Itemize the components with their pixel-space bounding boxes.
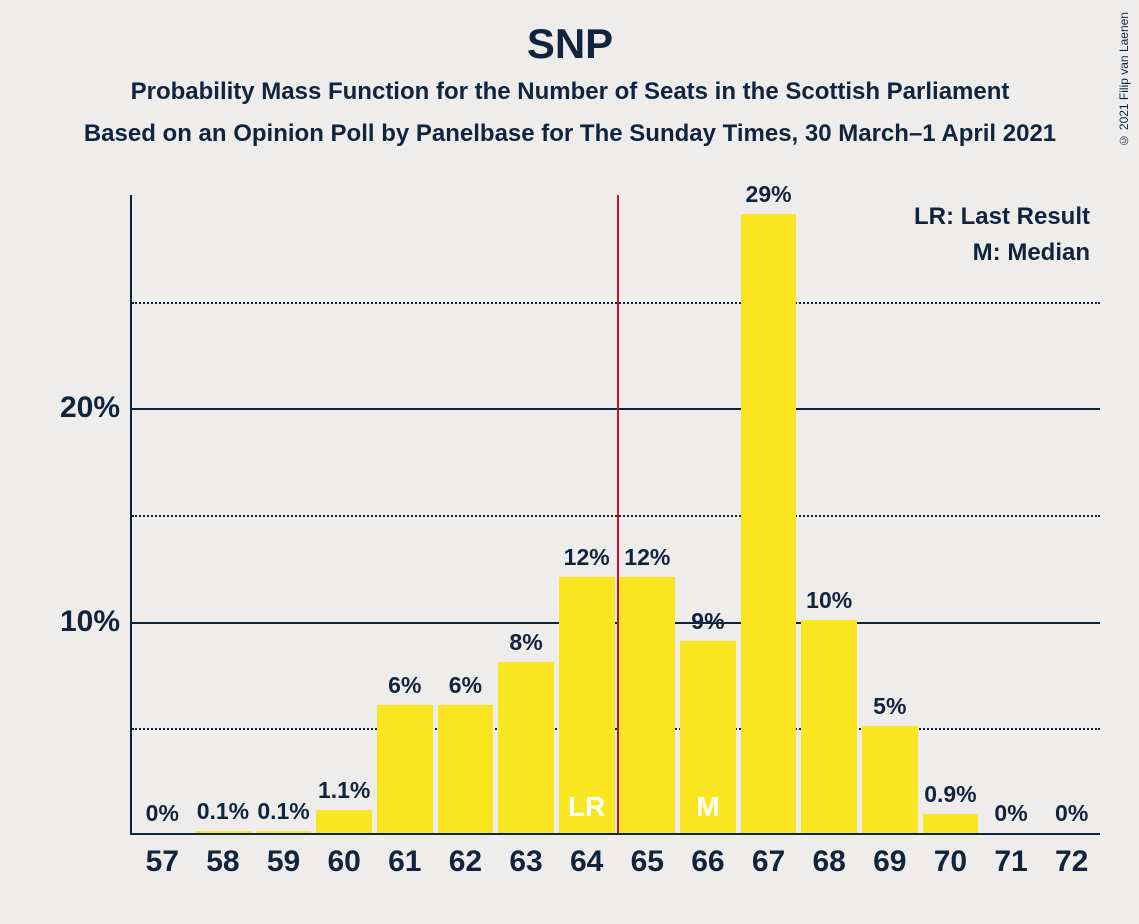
bar-value-label: 10% bbox=[806, 587, 852, 620]
bar: 6% bbox=[377, 705, 433, 833]
legend-lr: LR: Last Result bbox=[914, 203, 1090, 231]
bar-inner-label: M bbox=[696, 791, 719, 823]
bar-inner-label: LR bbox=[568, 791, 605, 823]
grid-line-major bbox=[132, 622, 1100, 624]
bar-value-label: 6% bbox=[388, 672, 421, 705]
bar: 10% bbox=[801, 620, 857, 833]
x-tick-label: 68 bbox=[813, 833, 846, 879]
bar-value-label: 29% bbox=[746, 181, 792, 214]
x-tick-label: 66 bbox=[691, 833, 724, 879]
chart-container: SNP Probability Mass Function for the Nu… bbox=[30, 20, 1110, 900]
y-tick-label: 20% bbox=[60, 391, 132, 425]
chart-subtitle-1: Probability Mass Function for the Number… bbox=[30, 78, 1110, 106]
bar: 5% bbox=[862, 726, 918, 833]
bar-value-label: 0% bbox=[1055, 800, 1088, 833]
x-tick-label: 62 bbox=[449, 833, 482, 879]
x-tick-label: 70 bbox=[934, 833, 967, 879]
legend-m: M: Median bbox=[973, 239, 1090, 267]
bar-value-label: 5% bbox=[873, 693, 906, 726]
copyright-text: © 2021 Filip van Laenen bbox=[1117, 12, 1131, 147]
bar-value-label: 8% bbox=[509, 629, 542, 662]
bar: 9%M bbox=[680, 641, 736, 833]
bar-value-label: 0.9% bbox=[924, 781, 976, 814]
bar: 6% bbox=[438, 705, 494, 833]
x-tick-label: 71 bbox=[994, 833, 1027, 879]
x-tick-label: 58 bbox=[206, 833, 239, 879]
x-tick-label: 60 bbox=[328, 833, 361, 879]
bar: 1.1% bbox=[316, 810, 372, 833]
grid-line-minor bbox=[132, 728, 1100, 730]
grid-line-major bbox=[132, 408, 1100, 410]
bar-value-label: 0.1% bbox=[257, 798, 309, 831]
bar: 29% bbox=[741, 214, 797, 833]
bar-value-label: 1.1% bbox=[318, 777, 370, 810]
bar-value-label: 9% bbox=[691, 608, 724, 641]
x-tick-label: 61 bbox=[388, 833, 421, 879]
x-tick-label: 59 bbox=[267, 833, 300, 879]
bar: 12%LR bbox=[559, 577, 615, 833]
x-tick-label: 69 bbox=[873, 833, 906, 879]
x-tick-label: 67 bbox=[752, 833, 785, 879]
bar-value-label: 0% bbox=[146, 800, 179, 833]
bar-value-label: 6% bbox=[449, 672, 482, 705]
bar-value-label: 0% bbox=[994, 800, 1027, 833]
bar: 8% bbox=[498, 662, 554, 833]
bar-value-label: 0.1% bbox=[197, 798, 249, 831]
bar: 0.9% bbox=[923, 814, 979, 833]
plot-area: 10%20%0%570.1%580.1%591.1%606%616%628%63… bbox=[130, 195, 1100, 835]
bar-value-label: 12% bbox=[564, 544, 610, 577]
chart-title: SNP bbox=[30, 20, 1110, 68]
grid-line-minor bbox=[132, 302, 1100, 304]
x-tick-label: 64 bbox=[570, 833, 603, 879]
x-tick-label: 65 bbox=[631, 833, 664, 879]
y-tick-label: 10% bbox=[60, 605, 132, 639]
vertical-reference-line bbox=[617, 195, 619, 833]
chart-subtitle-2: Based on an Opinion Poll by Panelbase fo… bbox=[30, 120, 1110, 148]
grid-line-minor bbox=[132, 515, 1100, 517]
x-tick-label: 63 bbox=[509, 833, 542, 879]
x-tick-label: 57 bbox=[146, 833, 179, 879]
bar: 12% bbox=[619, 577, 675, 833]
x-tick-label: 72 bbox=[1055, 833, 1088, 879]
bar-value-label: 12% bbox=[624, 544, 670, 577]
